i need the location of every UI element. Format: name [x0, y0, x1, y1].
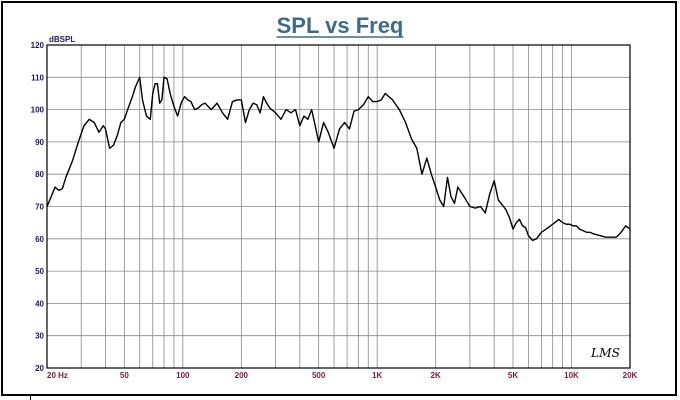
y-tick-label: 110: [31, 73, 44, 82]
x-tick-label: 20K: [623, 371, 638, 380]
y-tick-label: 50: [35, 267, 44, 276]
signature: LMS: [590, 346, 620, 360]
bottom-divider: [30, 395, 31, 400]
series-group: [46, 76, 631, 242]
bottom-strip: [1, 395, 677, 400]
y-tick-labels: 20 30 40 50 60 70 80 90 100 110 120: [31, 41, 45, 373]
y-tick-label: 70: [35, 203, 44, 212]
y-axis-label: dBSPL: [49, 35, 75, 44]
y-tick-label: 20: [35, 364, 44, 373]
y-tick-label: 90: [35, 138, 44, 147]
y-tick-label: 40: [35, 299, 44, 308]
series-line-0: [46, 76, 631, 242]
y-tick-label: 120: [31, 41, 45, 50]
y-tick-label: 80: [35, 170, 44, 179]
x-tick-label: 5K: [508, 371, 518, 380]
x-tick-label: 50: [120, 371, 129, 380]
chart-title: SPL vs Freq: [277, 13, 404, 38]
y-tick-label: 60: [35, 235, 44, 244]
x-tick-label: 1K: [372, 371, 382, 380]
y-tick-label: 100: [31, 106, 45, 115]
x-tick-label: 500: [312, 371, 326, 380]
x-tick-label: 2K: [431, 371, 441, 380]
x-tick-labels: 20 Hz 50 100 200 500 1K 2K 5K 10K 20K: [47, 371, 638, 380]
x-tick-label: 10K: [564, 371, 579, 380]
x-tick-label: 100: [176, 371, 190, 380]
x-tick-label: 200: [235, 371, 249, 380]
signature-text: LMS: [590, 346, 620, 360]
y-tick-label: 30: [35, 332, 44, 341]
x-tick-label: 20 Hz: [47, 371, 68, 380]
grid: [47, 44, 630, 369]
